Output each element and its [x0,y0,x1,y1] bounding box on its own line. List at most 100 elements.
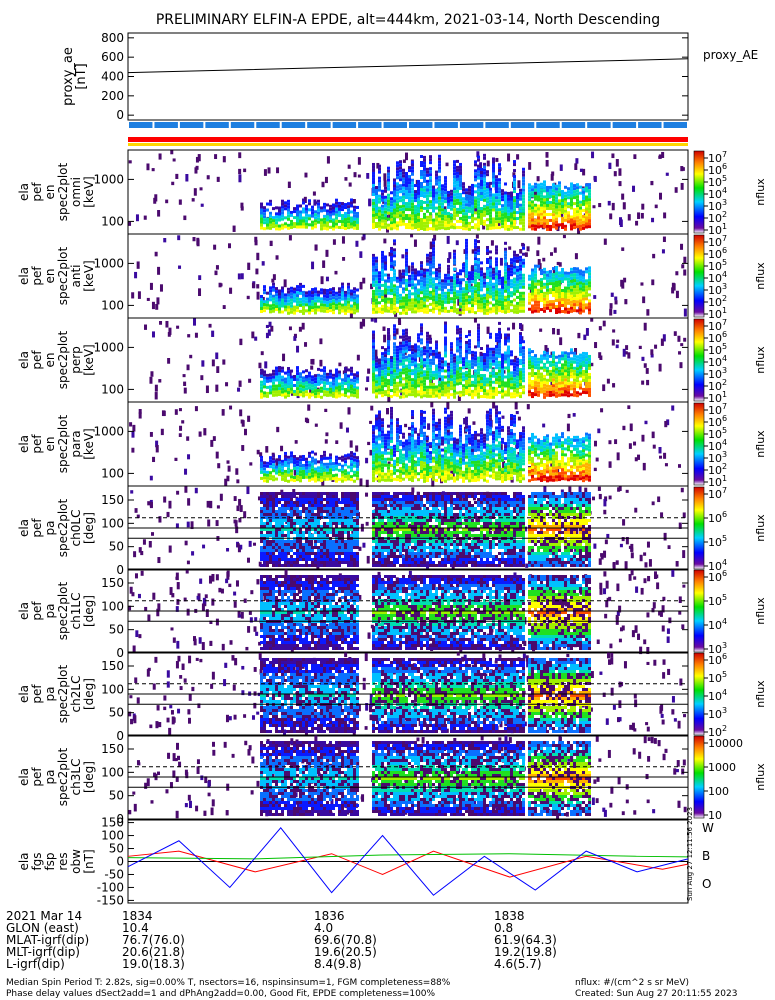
heat-cell [402,192,405,196]
heat-cell [414,391,417,395]
heat-cell [263,382,266,386]
heat-cell [329,387,332,391]
heat-cell [372,189,375,193]
heat-cell [573,366,576,370]
heat-cell [263,464,266,468]
heat-cell [576,297,579,301]
heat-cell [540,290,543,294]
noise-pixel [664,420,668,428]
heat-cell [393,260,396,264]
heat-cell [299,300,302,304]
heat-cell [456,382,459,386]
heat-cell [438,284,441,288]
heat-cell [411,271,414,275]
heat-cell [567,310,570,314]
heat-cell [558,202,561,206]
heat-cell [498,184,501,188]
noise-pixel [247,262,251,270]
heat-cell [302,379,305,383]
heat-cell [263,476,266,480]
heat-cell [341,387,344,391]
heat-cell [468,360,471,364]
heat-cell [531,280,534,284]
heat-cell [534,227,537,231]
heat-cell [564,212,567,216]
heat-cell [498,190,501,194]
heat-cell [543,356,546,360]
heat-cell [516,393,519,397]
noise-pixel [519,249,523,254]
heat-cell [540,287,543,291]
noise-pixel [574,348,578,355]
heat-cell [501,300,504,304]
heat-cell [585,382,588,386]
heat-cell [513,310,516,314]
heat-cell [528,283,531,287]
heat-cell [411,378,414,382]
heat-cell [543,180,546,184]
heat-cell [510,261,513,265]
heat-cell [555,385,558,389]
heat-cell [513,169,516,173]
heat-cell [507,351,510,355]
heat-cell [405,302,408,306]
heat-cell [480,222,483,226]
heat-cell [384,363,387,367]
heat-cell [552,360,555,364]
heat-cell [435,376,438,380]
heat-cell [492,368,495,372]
colorbar [693,318,705,402]
heat-cell [381,207,384,211]
heat-cell [399,196,402,200]
heat-cell [384,309,387,313]
heat-cell [588,287,591,291]
heat-cell [561,387,564,391]
heat-cell [528,210,531,214]
heat-cell [326,292,329,296]
heat-cell [483,272,486,276]
heat-cell [372,192,375,196]
heat-cell [477,264,480,268]
heat-cell [501,309,504,313]
heat-cell [459,198,462,202]
heat-cell [573,190,576,194]
heat-cell [519,306,522,310]
heat-cell [323,306,326,310]
noise-pixel [154,392,158,400]
heat-cell [420,297,423,301]
heat-cell [495,269,498,273]
heat-cell [486,359,489,363]
heat-cell [453,181,456,185]
heat-cell [435,298,438,302]
heat-cell [417,209,420,213]
heat-cell [477,215,480,219]
heat-cell [426,298,429,302]
heat-cell [570,348,573,352]
heat-cell [546,276,549,280]
heat-cell [522,221,525,225]
noise-pixel [609,308,613,316]
heat-cell [381,382,384,386]
heat-cell [483,356,486,360]
heat-cell [456,337,459,341]
heat-cell [459,168,462,172]
heat-cell [567,373,570,377]
heat-cell [477,389,480,393]
noise-pixel [640,282,644,286]
heat-cell [393,387,396,391]
heat-cell [450,345,453,349]
heat-cell [372,333,375,337]
heat-cell [411,181,414,185]
heat-cell [417,182,420,186]
heat-cell [498,303,501,307]
heat-cell [507,360,510,364]
noise-pixel [215,265,219,270]
heat-cell [471,389,474,393]
noise-pixel [528,162,532,170]
heat-cell [459,207,462,211]
heat-cell [543,204,546,208]
heat-cell [489,280,492,284]
heat-cell [396,351,399,355]
heat-cell [555,367,558,371]
heat-cell [444,279,447,283]
